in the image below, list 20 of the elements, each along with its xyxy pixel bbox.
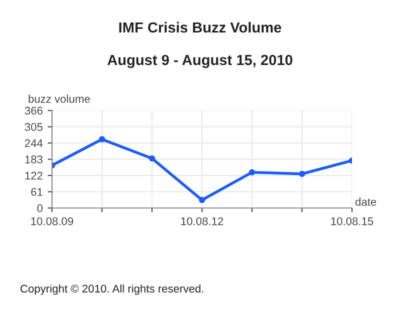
y-axis-title: buzz volume: [28, 94, 90, 103]
text: Copyright © 2010. All rights reserved.: [20, 284, 204, 295]
y-tick-label: 122: [25, 172, 42, 180]
x-axis-title: date: [355, 198, 376, 206]
x-tick-label: 10.08.12: [181, 217, 224, 226]
point: [248, 169, 256, 176]
chart-title: IMF Crisis Buzz Volume: [119, 22, 282, 33]
y-tick-label: 0: [37, 204, 43, 212]
point: [298, 170, 306, 178]
chart-subtitle: August 9 - August 15, 2010: [107, 54, 292, 68]
y-tick-label: 244: [24, 139, 43, 148]
y-tick-label: 183: [25, 156, 42, 164]
point: [98, 136, 106, 142]
point: [198, 196, 206, 204]
y-tick-label: 61: [31, 188, 42, 196]
y-tick-label: 366: [24, 106, 42, 115]
x-tick-label: 10.08.09: [31, 217, 74, 226]
y-tick-label: 305: [24, 123, 43, 131]
x-tick-label: 10.08.15: [331, 217, 374, 226]
point: [148, 155, 156, 162]
